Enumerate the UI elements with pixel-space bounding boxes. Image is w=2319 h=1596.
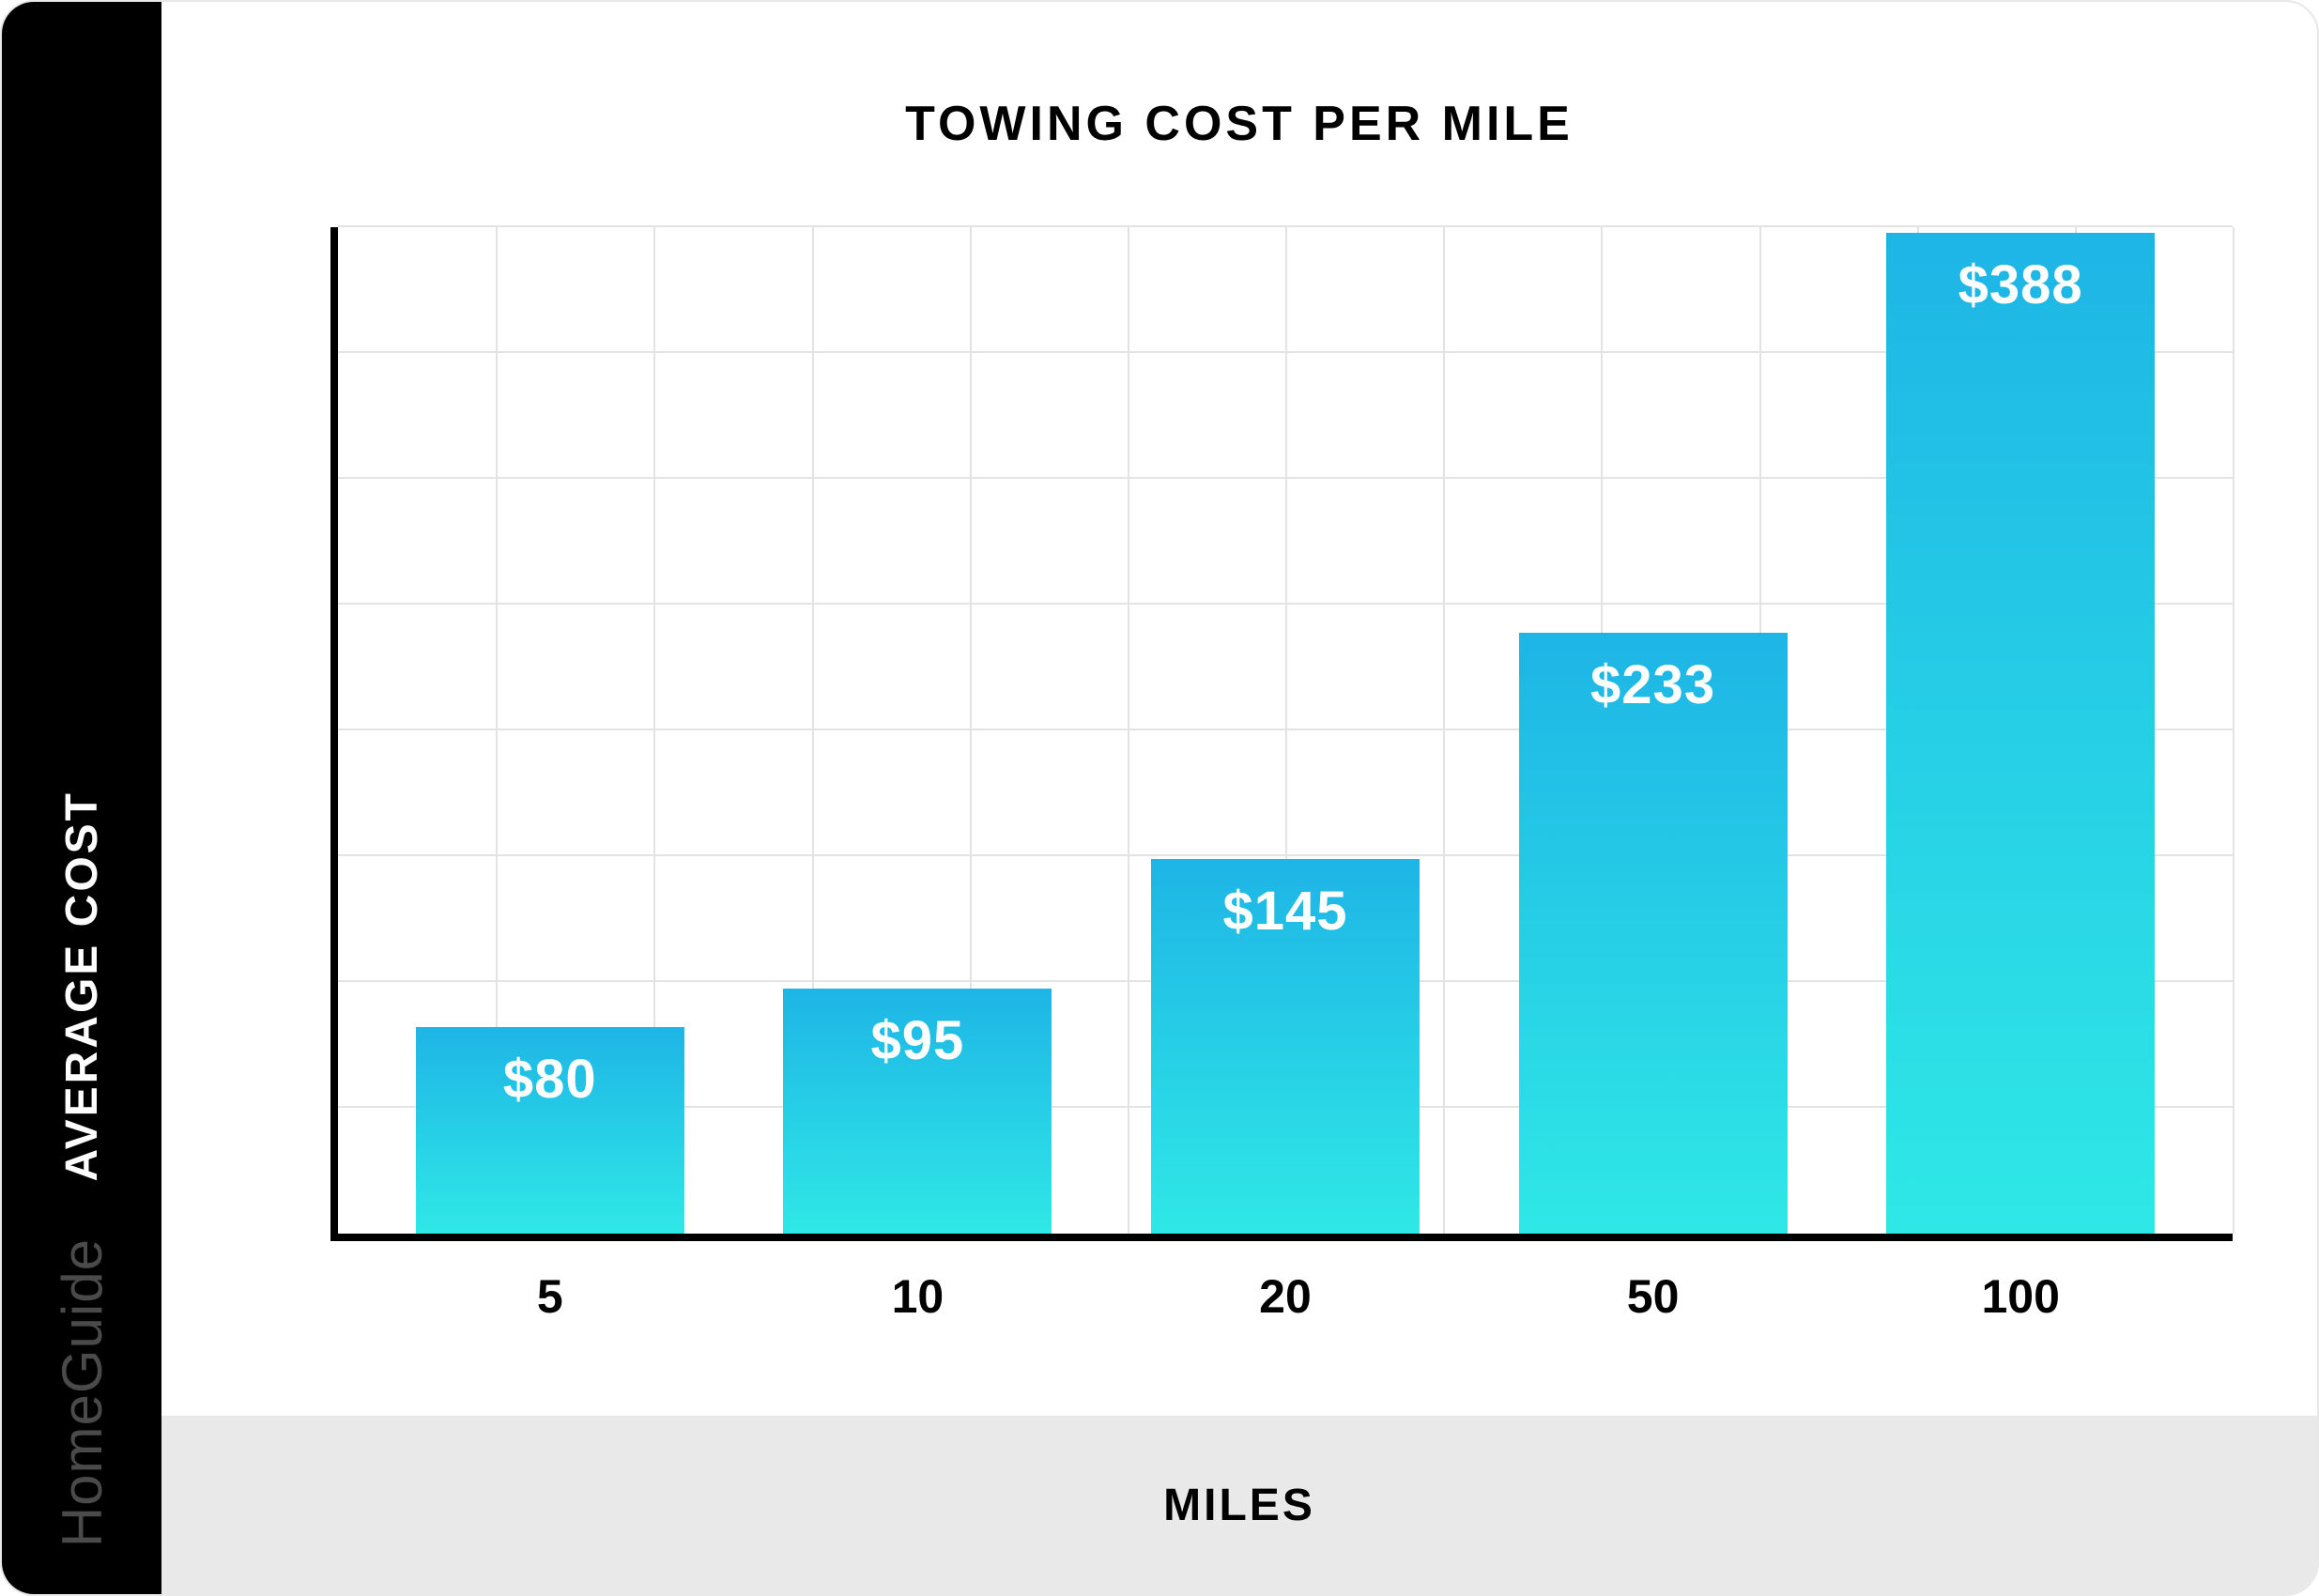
x-tick: 100 [1836,1269,2204,1324]
x-axis-label: MILES [1163,1480,1315,1531]
x-tick: 10 [734,1269,1102,1324]
bar-value-label: $388 [1958,253,2083,316]
bar-slot: $388 [1836,227,2204,1234]
bar: $80 [416,1027,684,1234]
bar-value-label: $145 [1222,880,1347,943]
bar-slot: $145 [1101,227,1469,1234]
x-tick: 20 [1101,1269,1469,1324]
x-tick: 50 [1469,1269,1837,1324]
bar: $388 [1886,233,2155,1235]
bar-value-label: $80 [503,1048,597,1111]
chart-bars: $80 $95 $145 $233 $388 [338,227,2233,1234]
chart-title: TOWING COST PER MILE [161,96,2317,152]
bar: $95 [783,989,1052,1234]
chart-content: TOWING COST PER MILE $80 $95 $145 $233 $388 … [161,2,2317,1594]
x-axis-ticks: 5102050100 [338,1241,2233,1324]
brand-logo: HomeGuide [50,1238,115,1547]
chart-card: AVERAGE COST HomeGuide TOWING COST PER M… [0,0,2319,1596]
x-tick: 5 [366,1269,734,1324]
bar-slot: $95 [734,227,1102,1234]
plot-area: $80 $95 $145 $233 $388 5102050100 [161,227,2317,1359]
bar-value-label: $233 [1590,653,1715,716]
x-axis-label-band: MILES [161,1416,2317,1594]
bar: $145 [1151,859,1420,1234]
y-axis-label: AVERAGE COST [56,790,108,1181]
bar-value-label: $95 [870,1009,964,1072]
left-rail: AVERAGE COST HomeGuide [2,2,161,1594]
bar-slot: $80 [366,227,734,1234]
bar-slot: $233 [1469,227,1837,1234]
bar: $233 [1519,633,1788,1234]
plot: $80 $95 $145 $233 $388 [330,227,2233,1241]
